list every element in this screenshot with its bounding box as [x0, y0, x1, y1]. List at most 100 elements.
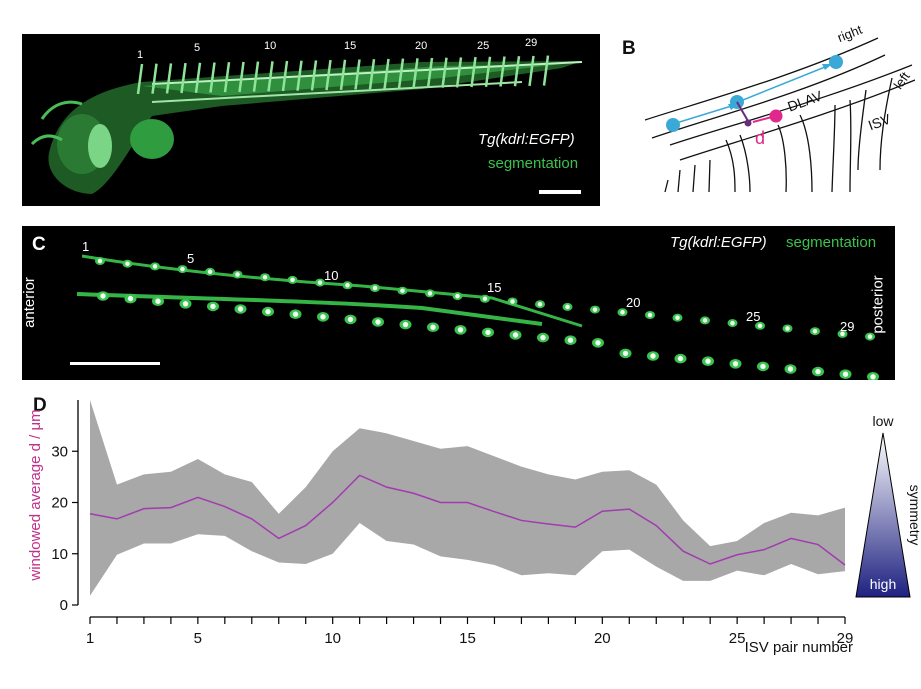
isv-number-25: 25	[477, 40, 490, 52]
x-tick-label: 29	[837, 630, 854, 647]
segmentation-highlight	[867, 334, 873, 339]
segmentation-highlight	[210, 303, 216, 310]
y-tick-label: 0	[60, 597, 68, 614]
isv-number-5: 5	[194, 42, 201, 54]
isv-stripe	[238, 61, 245, 93]
segmentation-highlight	[402, 321, 409, 328]
posterior-label: posterior	[869, 275, 887, 334]
x-tick-label: 5	[194, 630, 202, 647]
transgene-label-c: Tg(kdrl:EGFP)	[670, 234, 767, 251]
segmentation-highlight	[812, 328, 818, 334]
segmentation-highlight	[842, 371, 849, 377]
segmentation-highlight	[840, 331, 845, 337]
distance-marker	[736, 101, 783, 127]
isv-vessels	[136, 55, 550, 95]
isv-stripe	[151, 63, 158, 94]
segmentation-highlight	[237, 306, 244, 312]
isv-stripe	[296, 60, 303, 91]
segmentation-highlight	[537, 301, 543, 307]
segmentation-highlight	[262, 274, 268, 280]
isv-stripe	[252, 61, 260, 92]
segmentation-highlight	[97, 258, 103, 264]
microscopy-image-a: 1 5 10 15 20 25 29 Tg(kdrl:EGFP) segment…	[22, 34, 600, 206]
isv-stripe	[383, 58, 390, 90]
segmentation-highlight	[455, 293, 460, 299]
anterior-label: anterior	[22, 277, 38, 328]
segmentation-highlight	[320, 314, 326, 320]
segmentation-highlight	[732, 361, 739, 367]
confidence-band	[90, 400, 845, 596]
segmentation-highlight	[180, 266, 185, 272]
segmentation-highlight	[870, 374, 876, 380]
x-tick-label: 10	[324, 630, 341, 647]
segmentation-highlight	[317, 280, 323, 285]
segmentation-highlight	[427, 291, 433, 296]
segmentation-highlight	[127, 295, 134, 302]
isv-stripe	[441, 57, 448, 88]
chart-xlabel: ISV pair number	[745, 639, 853, 656]
isv-stripe	[310, 60, 318, 91]
schematic-label-d: d	[755, 128, 766, 148]
isv-stripe	[267, 61, 274, 92]
isv-number-1: 1	[137, 49, 144, 61]
segmentation-highlight	[512, 332, 519, 338]
isv-stripe	[542, 55, 550, 86]
y-tick-label: 10	[51, 546, 68, 563]
segmentation-label-c: segmentation	[786, 234, 877, 251]
segmentation-highlight	[815, 368, 821, 375]
isv-stripe	[281, 60, 289, 92]
scale-bar-c	[70, 362, 160, 365]
segmentation-highlight	[622, 350, 629, 357]
isv-stripe	[354, 59, 361, 90]
y-tick-label: 20	[51, 495, 68, 512]
isv-number-c-29: 29	[840, 319, 855, 334]
segmentation-highlight	[375, 319, 381, 325]
y-tick-label: 30	[51, 443, 68, 460]
segmentation-highlight	[125, 261, 130, 266]
segmentation-highlight	[292, 311, 299, 317]
symmetry-colorbar	[855, 432, 911, 598]
segmentation-highlight	[595, 340, 601, 346]
fish-body	[30, 61, 583, 194]
isv-stripe	[513, 56, 521, 87]
segmentation-highlight	[152, 264, 158, 269]
segmentation-image-c: 1 5 10 15 20 25 29 Tg(kdrl:EGFP) segment…	[22, 226, 895, 380]
isv-stripe	[426, 57, 434, 89]
x-tick-label: 1	[86, 630, 94, 647]
isv-number-15: 15	[344, 40, 357, 52]
segmentation-highlight	[155, 298, 161, 304]
segmentation-highlight	[265, 308, 271, 315]
segmentation-highlight	[647, 312, 653, 318]
segmentation-highlight	[430, 324, 436, 330]
colorbar-high-label: high	[870, 576, 896, 592]
transgene-label-a: Tg(kdrl:EGFP)	[478, 131, 575, 148]
panel-label-c: C	[32, 234, 46, 255]
segmentation-highlight	[485, 329, 491, 336]
segmentation-highlight	[785, 326, 790, 331]
segmentation-highlight	[760, 363, 766, 370]
colorbar-symmetry-label: symmetry	[907, 485, 921, 546]
vessel-schematic	[644, 37, 915, 193]
segmentation-label-a: segmentation	[488, 155, 579, 172]
isv-stripe	[455, 57, 463, 88]
segmentation-highlight	[702, 318, 708, 323]
segmentation-highlight	[567, 337, 574, 343]
isv-stripe	[339, 59, 347, 90]
isv-stripe	[412, 58, 419, 89]
segmentation-highlight	[400, 288, 405, 293]
isv-number-29: 29	[525, 37, 538, 49]
segmentation-highlight	[730, 320, 735, 326]
panel-label-d: D	[33, 395, 47, 416]
isv-number-c-20: 20	[626, 295, 641, 310]
isv-stripe	[470, 56, 477, 88]
isv-stripe	[528, 55, 535, 87]
segmentation-highlight	[372, 285, 378, 291]
segmentation-highlight	[510, 299, 515, 304]
chart-ylabel: windowed average d / μm	[27, 409, 44, 581]
segmentation-highlight	[482, 296, 488, 302]
isv-stripe	[368, 59, 376, 90]
segmentation-highlight	[757, 323, 763, 329]
isv-stripe	[209, 62, 216, 93]
mean-line-series-0	[89, 474, 846, 566]
